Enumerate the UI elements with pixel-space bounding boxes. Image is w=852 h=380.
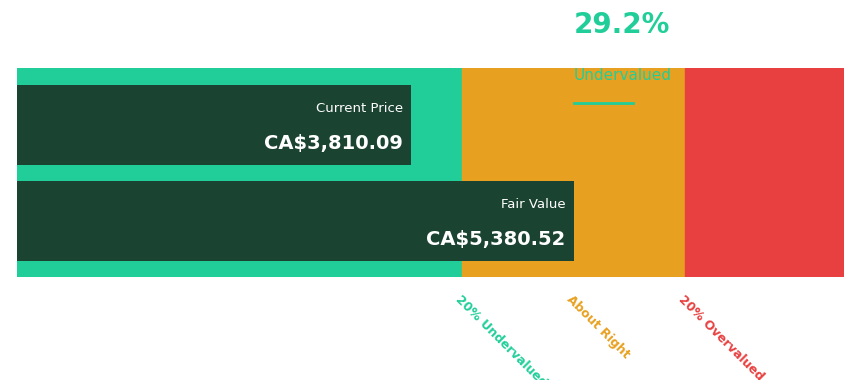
Text: 20% Overvalued: 20% Overvalued [675, 293, 765, 380]
Text: CA$3,810.09: CA$3,810.09 [263, 134, 402, 153]
Bar [684, 68, 843, 277]
Text: 29.2%: 29.2% [573, 11, 669, 40]
Text: Current Price: Current Price [315, 101, 402, 115]
Text: Fair Value: Fair Value [500, 198, 565, 211]
Text: 20% Undervalued: 20% Undervalued [452, 293, 549, 380]
Text: About Right: About Right [564, 293, 632, 361]
Text: CA$5,380.52: CA$5,380.52 [425, 230, 565, 249]
Text: Undervalued: Undervalued [573, 68, 671, 83]
Bar [17, 68, 462, 277]
Bar [17, 181, 573, 261]
Bar [17, 85, 411, 165]
Bar [462, 68, 684, 277]
